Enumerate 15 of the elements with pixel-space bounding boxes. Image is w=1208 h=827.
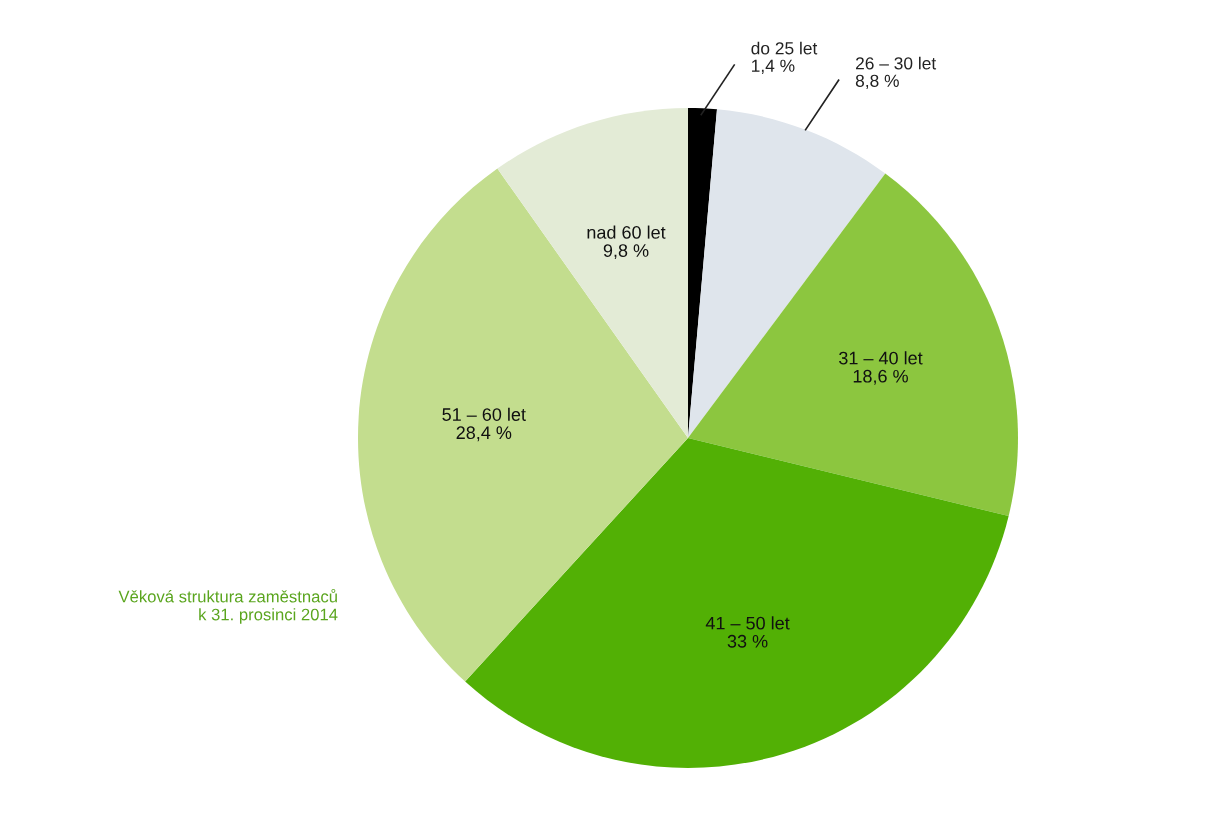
slice-label: nad 60 let (587, 225, 666, 239)
data-label: 1,4 % (752, 59, 795, 74)
slice-label: 51 – 60 let (442, 407, 526, 421)
pie-slice (688, 173, 1018, 517)
data-label: 28,4 % (456, 426, 512, 442)
data-label: 18,6 % (853, 369, 908, 385)
slice-label: 41 – 50 let (705, 616, 790, 630)
data-label: 8,8 % (855, 74, 899, 89)
slice-label: do 25 let (751, 41, 818, 55)
slice-label: 31 – 40 let (839, 351, 923, 365)
data-label: 9,8 % (603, 244, 649, 260)
slice-label: 26 – 30 let (855, 56, 937, 70)
pie-slice (358, 168, 688, 682)
text: Věková struktura zaměstnaců k 31. prosinci 2014 (118, 588, 338, 624)
data-label: 33 % (727, 634, 768, 648)
